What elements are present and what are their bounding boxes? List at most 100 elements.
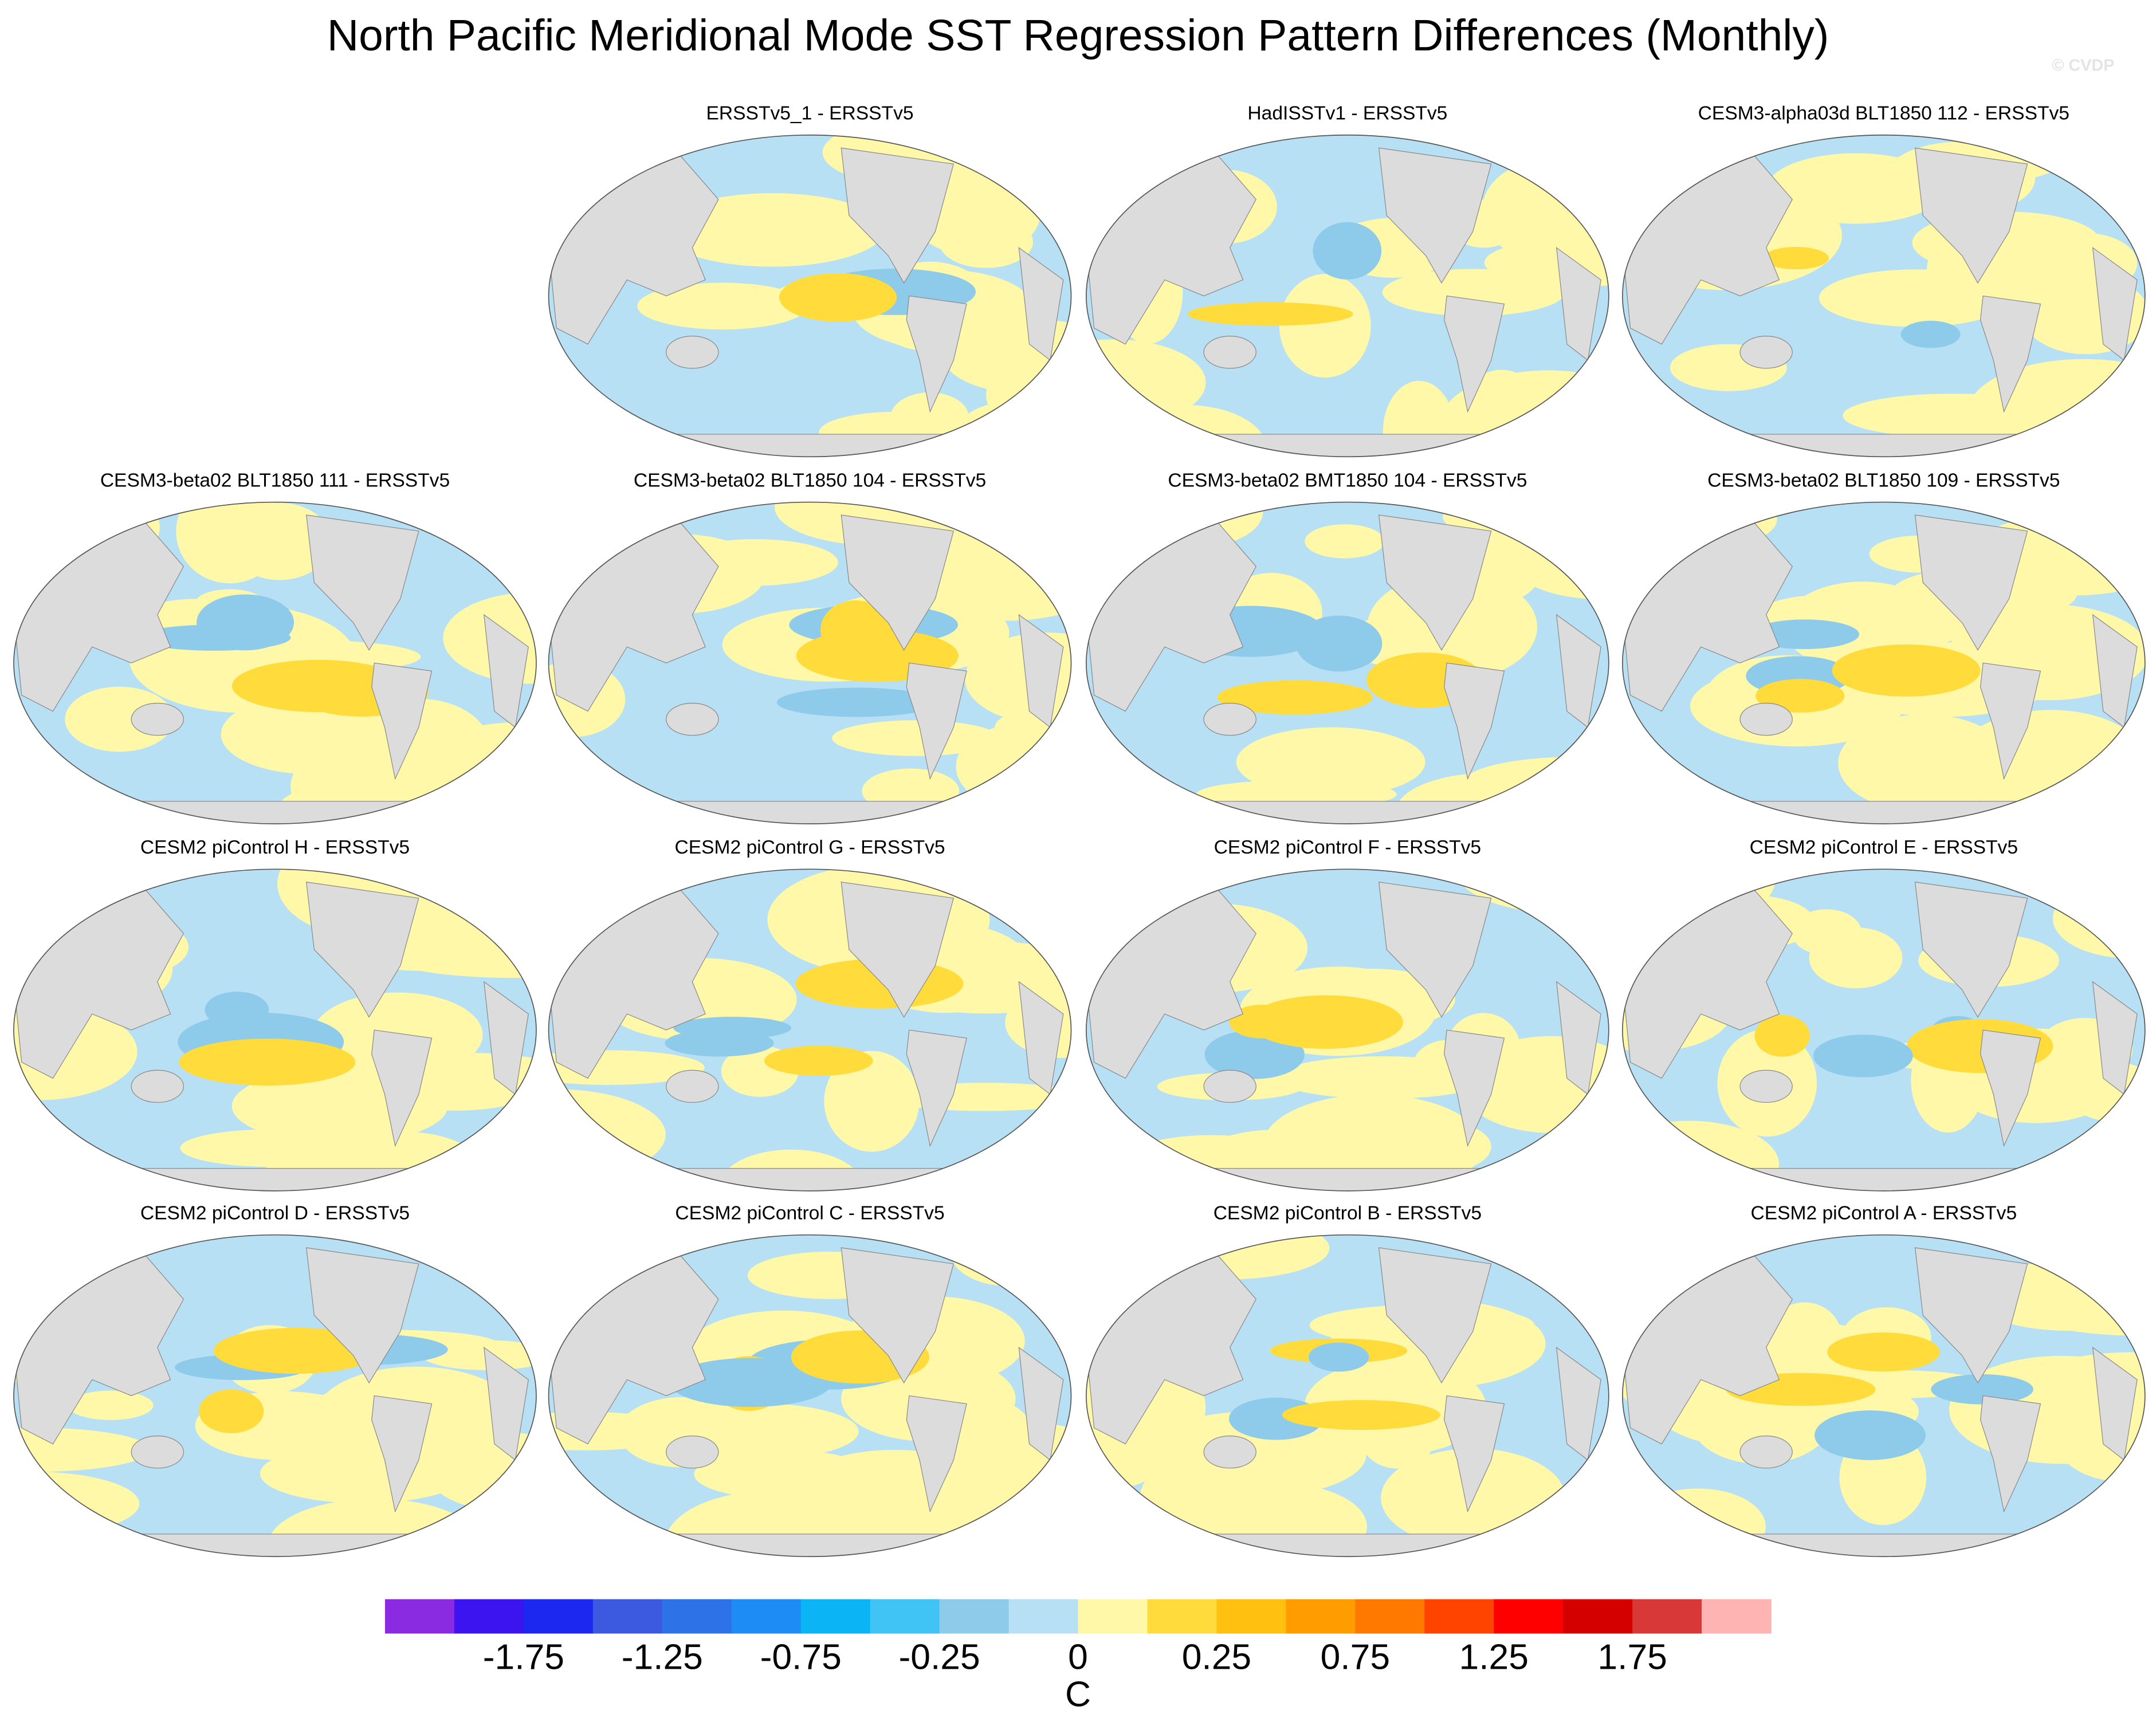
colorbar-tick-label: 0.25 bbox=[1182, 1638, 1251, 1677]
land bbox=[1739, 1436, 1793, 1469]
colorbar-box bbox=[592, 1599, 663, 1634]
anomaly-blob bbox=[1279, 274, 1371, 378]
anomaly-blob bbox=[1630, 1488, 1766, 1557]
anomaly-blob bbox=[1827, 1332, 1940, 1372]
land bbox=[548, 1534, 1071, 1557]
colorbar-box bbox=[662, 1599, 732, 1634]
anomaly-blob bbox=[1187, 302, 1353, 326]
map-field bbox=[13, 502, 536, 824]
anomaly-blob bbox=[548, 1116, 607, 1163]
anomaly-blob bbox=[785, 1449, 1004, 1548]
map-panel: CESM3-beta02 BLT1850 104 - ERSSTv5 bbox=[548, 470, 1072, 824]
map-border bbox=[1622, 134, 2146, 458]
anomaly-blob bbox=[696, 195, 825, 258]
panels: ERSSTv5_1 - ERSSTv5 HadISSTv1 - ERSSTv5 CE… bbox=[13, 103, 2146, 1558]
map-border bbox=[13, 501, 537, 824]
land bbox=[1739, 336, 1793, 369]
colorbar-tick-label: 1.25 bbox=[1459, 1638, 1529, 1677]
land bbox=[1622, 1167, 2145, 1191]
anomaly-blob bbox=[779, 273, 897, 322]
panel-title: CESM2 piControl F - ERSSTv5 bbox=[1214, 837, 1482, 858]
anomaly-blob bbox=[1754, 1015, 1810, 1057]
colorbar-tick-label: -1.25 bbox=[622, 1638, 703, 1677]
map-panel: CESM3-beta02 BLT1850 111 - ERSSTv5 bbox=[13, 470, 537, 824]
land bbox=[1443, 1395, 1505, 1513]
land bbox=[906, 295, 967, 413]
colorbar-tick-label: -1.75 bbox=[483, 1638, 564, 1677]
land bbox=[1086, 434, 1609, 457]
anomaly-blob bbox=[1000, 1234, 1071, 1297]
anomaly-blob bbox=[1086, 135, 1212, 159]
land bbox=[371, 1029, 433, 1147]
land bbox=[1378, 514, 1492, 651]
watermark: © CVDP bbox=[2052, 56, 2114, 74]
map-panel: CESM2 piControl A - ERSSTv5 bbox=[1622, 1203, 2146, 1558]
panel-title: HadISSTv1 - ERSSTv5 bbox=[1247, 103, 1447, 124]
colorbar-box bbox=[1008, 1599, 1079, 1634]
panel-title: CESM2 piControl G - ERSSTv5 bbox=[674, 837, 945, 858]
colorbar-box bbox=[1632, 1599, 1702, 1634]
map-border bbox=[13, 1234, 537, 1558]
map-field bbox=[1622, 1234, 2145, 1557]
map-panel: HadISSTv1 - ERSSTv5 bbox=[1086, 103, 1609, 458]
map-field bbox=[548, 135, 1071, 457]
map-border bbox=[548, 501, 1072, 824]
anomaly-blob bbox=[176, 502, 284, 584]
land bbox=[906, 1395, 967, 1513]
anomaly-blob bbox=[1832, 644, 1981, 697]
anomaly-blob bbox=[824, 1051, 920, 1152]
map-field bbox=[548, 1234, 1071, 1557]
anomaly-blob bbox=[1900, 320, 1961, 348]
colorbar-tick-label: 1.75 bbox=[1597, 1638, 1667, 1677]
map-panel: CESM2 piControl E - ERSSTv5 bbox=[1622, 837, 2146, 1192]
panel-title: CESM3-beta02 BLT1850 109 - ERSSTv5 bbox=[1707, 470, 2060, 491]
map-border bbox=[1086, 501, 1609, 824]
panel-title: CESM3-beta02 BMT1850 104 - ERSSTv5 bbox=[1168, 470, 1527, 491]
anomaly-blob bbox=[1544, 502, 1609, 545]
anomaly-blob bbox=[1763, 247, 1829, 270]
map-panel: CESM3-alpha03d BLT1850 112 - ERSSTv5 bbox=[1622, 103, 2146, 458]
colorbar: -1.75 -1.25 -0.75 -0.25 0 0.25 0.75 1.25 1.75 bbox=[384, 1599, 1772, 1677]
map-border bbox=[1086, 134, 1609, 458]
colorbar-box bbox=[523, 1599, 594, 1634]
map-field bbox=[13, 869, 536, 1191]
anomaly-blob bbox=[1931, 726, 2049, 775]
anomaly-blob bbox=[1305, 524, 1385, 559]
colorbar-tick-label: 0 bbox=[1068, 1638, 1088, 1677]
anomaly-blob bbox=[1248, 995, 1403, 1049]
map-border bbox=[1622, 501, 2146, 824]
map-panel: CESM2 piControl H - ERSSTv5 bbox=[13, 837, 537, 1192]
colorbar-box bbox=[870, 1599, 940, 1634]
map-panel: CESM2 piControl B - ERSSTv5 bbox=[1086, 1203, 1609, 1558]
map-field bbox=[13, 1234, 536, 1557]
anomaly-blob bbox=[1382, 269, 1565, 316]
map-panel: CESM2 piControl C - ERSSTv5 bbox=[548, 1203, 1072, 1558]
anomaly-blob bbox=[820, 600, 892, 659]
land bbox=[306, 1247, 419, 1384]
anomaly-blob bbox=[939, 215, 1033, 268]
land bbox=[1980, 662, 2041, 780]
anomaly-blob bbox=[1458, 869, 1609, 914]
map-border bbox=[1086, 868, 1609, 1192]
land bbox=[13, 1167, 536, 1191]
map-field bbox=[1622, 135, 2145, 457]
panel-title: CESM2 piControl C - ERSSTv5 bbox=[675, 1203, 944, 1224]
land bbox=[371, 1395, 433, 1513]
land bbox=[548, 1167, 1071, 1191]
anomaly-blob bbox=[832, 720, 1000, 756]
land bbox=[1086, 1167, 1609, 1191]
land bbox=[666, 702, 719, 736]
land bbox=[906, 662, 967, 780]
land bbox=[841, 514, 955, 651]
land bbox=[1980, 1029, 2041, 1147]
anomaly-blob bbox=[960, 399, 1071, 455]
anomaly-blob bbox=[776, 687, 938, 717]
map-border bbox=[1622, 1234, 2146, 1558]
anomaly-blob bbox=[669, 1358, 832, 1407]
land bbox=[666, 1436, 719, 1469]
land bbox=[1914, 514, 2028, 651]
anomaly-blob bbox=[665, 1029, 774, 1057]
land bbox=[666, 336, 719, 369]
land bbox=[371, 662, 433, 780]
